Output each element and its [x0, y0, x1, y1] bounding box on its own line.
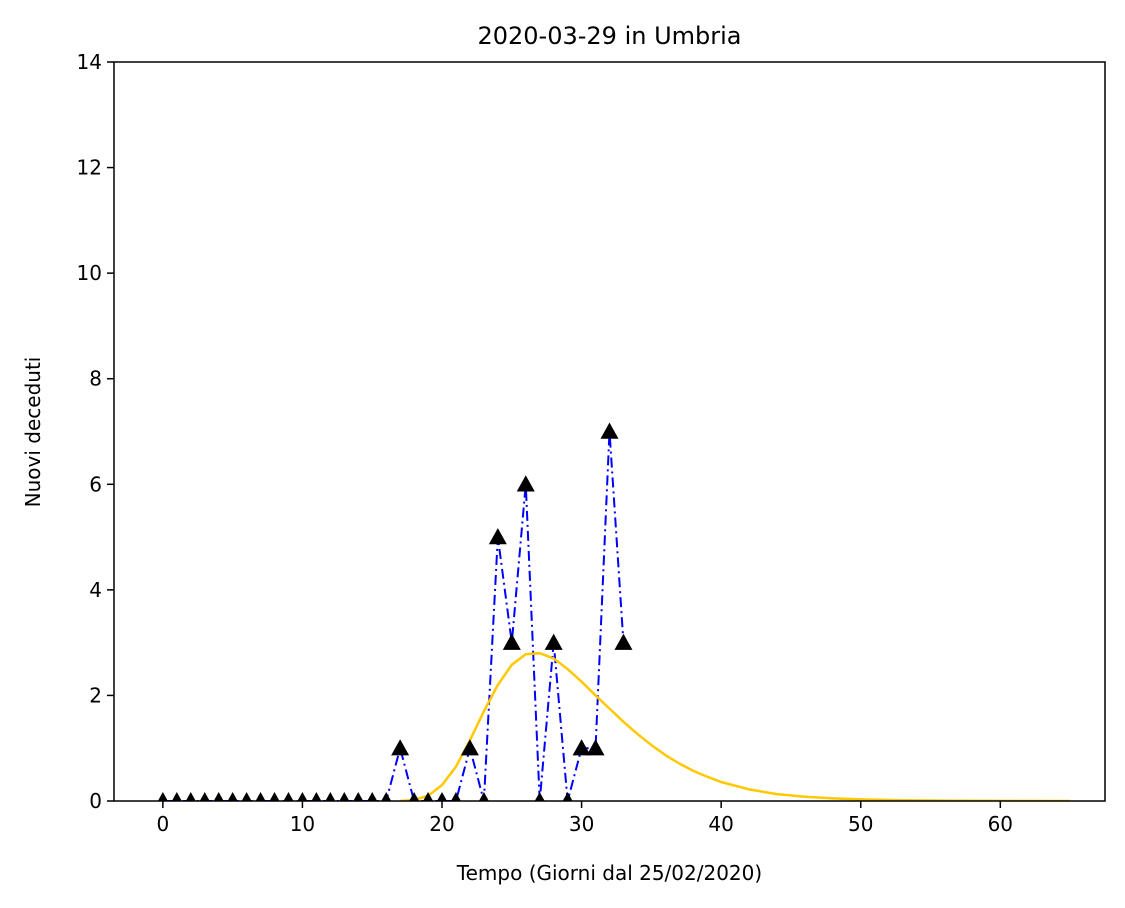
x-tick-label: 30 — [569, 812, 594, 836]
observed-point — [409, 792, 420, 801]
observed-point — [353, 792, 364, 801]
y-axis-label: Nuovi deceduti — [21, 357, 45, 508]
observed-point — [478, 792, 489, 801]
observed-point — [367, 792, 378, 801]
y-tick-label: 12 — [77, 156, 102, 180]
observed-point — [157, 792, 168, 801]
observed-point — [450, 792, 461, 801]
observed-point — [391, 739, 410, 756]
observed-point — [423, 792, 434, 801]
observed-point — [297, 792, 308, 801]
observed-point — [339, 792, 350, 801]
observed-point — [269, 792, 280, 801]
observed-point — [614, 633, 633, 650]
observed-point — [227, 792, 238, 801]
observed-point — [600, 422, 619, 439]
observed-point — [185, 792, 196, 801]
observed-point — [516, 475, 535, 492]
chart-title: 2020-03-29 in Umbria — [477, 22, 741, 50]
plot-frame — [113, 61, 1106, 802]
observed-point — [534, 792, 545, 801]
y-tick-label: 4 — [89, 578, 102, 602]
observed-point — [586, 739, 605, 756]
observed-point — [311, 792, 322, 801]
observed-point — [502, 633, 521, 650]
y-tick-label: 2 — [89, 683, 102, 707]
observed-point — [544, 633, 563, 650]
observed-series-line — [162, 431, 625, 801]
y-axis: 0 2 4 6 8 10 12 14 — [77, 50, 114, 813]
y-tick-label: 10 — [77, 261, 102, 285]
observed-point — [255, 792, 266, 801]
observed-point — [199, 792, 210, 801]
observed-point — [437, 792, 448, 801]
fit-series-line — [400, 651, 1071, 801]
plot-content — [157, 422, 1071, 801]
y-tick-label: 6 — [89, 472, 102, 496]
observed-point — [460, 739, 479, 756]
observed-point — [283, 792, 294, 801]
observed-point — [572, 739, 591, 756]
x-tick-label: 0 — [156, 812, 169, 836]
y-tick-label: 14 — [77, 50, 102, 74]
observed-point — [213, 792, 224, 801]
observed-point — [488, 528, 507, 545]
observed-point — [241, 792, 252, 801]
x-tick-label: 60 — [988, 812, 1013, 836]
observed-point — [381, 792, 392, 801]
plot-area — [157, 422, 1071, 801]
x-axis-label: Tempo (Giorni dal 25/02/2020) — [456, 861, 762, 885]
observed-point — [562, 792, 573, 801]
x-tick-label: 20 — [429, 812, 454, 836]
x-tick-label: 10 — [290, 812, 315, 836]
x-axis: 0 10 20 30 40 50 60 — [156, 801, 1013, 836]
observed-point — [325, 792, 336, 801]
x-tick-label: 40 — [708, 812, 733, 836]
observed-point — [171, 792, 182, 801]
x-tick-label: 50 — [848, 812, 873, 836]
y-tick-label: 0 — [89, 789, 102, 813]
y-tick-label: 8 — [89, 367, 102, 391]
